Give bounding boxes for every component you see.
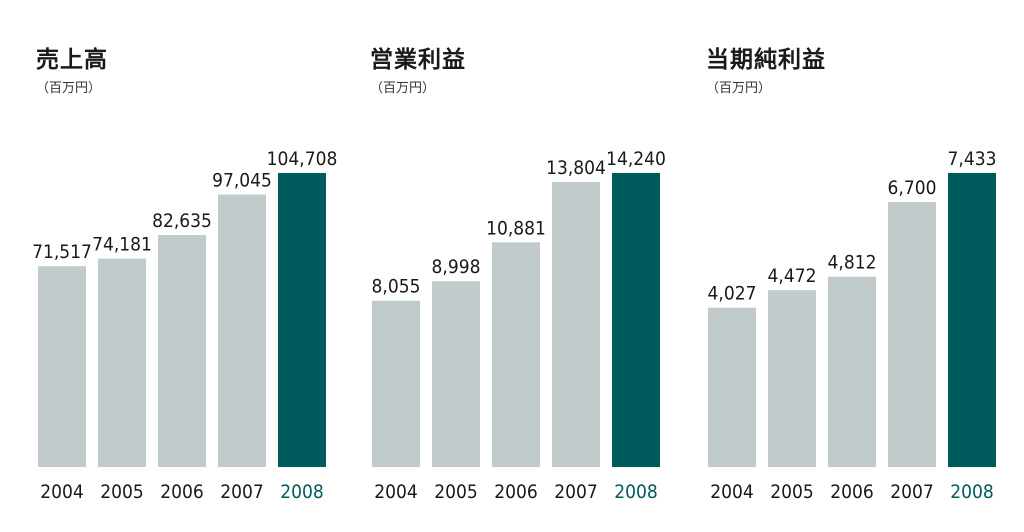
chart-unit: （百万円）: [706, 81, 772, 96]
data-label-2004: 8,055: [372, 276, 421, 298]
bar-2007: [888, 201, 936, 467]
x-tick-label-2006: 2006: [160, 481, 204, 503]
chart-panel-net-income: 当期純利益 （百万円） 4,027 2004 4,472 2005 4,812 2006 6…: [706, 0, 1006, 532]
bar-chart-net-income: 4,027 2004 4,472 2005 4,812 2006 6,700 2007 7,43…: [708, 148, 997, 503]
bar-2008: [948, 173, 996, 467]
data-label-2004: 4,027: [708, 283, 757, 305]
x-tick-label-2005: 2005: [100, 481, 144, 503]
data-label-2006: 10,881: [486, 217, 546, 239]
x-tick-label-2008: 2008: [280, 481, 324, 503]
bar-chart-operating-income: 8,055 2004 8,998 2005 10,881 2006 13,804 2007 14…: [372, 148, 666, 503]
chart-panel-net-sales: 売上高 （百万円） 71,517 2004 74,181 2005 82,635 2006…: [32, 0, 338, 532]
x-tick-label-2004: 2004: [710, 481, 754, 503]
data-label-2007: 13,804: [546, 157, 606, 179]
x-tick-label-2006: 2006: [494, 481, 538, 503]
data-label-2004: 71,517: [32, 241, 92, 263]
x-tick-label-2005: 2005: [770, 481, 814, 503]
bar-2005: [768, 290, 816, 467]
x-tick-label-2004: 2004: [374, 481, 418, 503]
chart-title: 営業利益: [370, 47, 466, 73]
x-tick-label-2004: 2004: [40, 481, 84, 503]
bar-2006: [492, 242, 540, 467]
chart-title: 売上高: [36, 47, 108, 73]
data-label-2007: 97,045: [212, 170, 272, 192]
bar-chart-net-sales: 71,517 2004 74,181 2005 82,635 2006 97,045 2007…: [32, 148, 338, 503]
bar-2007: [552, 182, 600, 467]
x-tick-label-2006: 2006: [830, 481, 874, 503]
data-label-2008: 14,240: [606, 148, 666, 170]
bar-2004: [372, 300, 420, 467]
data-label-2005: 4,472: [768, 265, 817, 287]
data-label-2008: 7,433: [948, 148, 997, 170]
chart-panel-operating-income: 営業利益 （百万円） 8,055 2004 8,998 2005 10,881 2006 1…: [370, 0, 670, 532]
x-tick-label-2008: 2008: [950, 481, 994, 503]
bar-2006: [828, 276, 876, 467]
bar-2007: [218, 194, 266, 467]
x-tick-label-2008: 2008: [614, 481, 658, 503]
data-label-2008: 104,708: [267, 148, 338, 170]
data-label-2007: 6,700: [888, 177, 937, 199]
x-tick-label-2007: 2007: [890, 481, 934, 503]
chart-unit: （百万円）: [370, 81, 436, 96]
bar-2005: [98, 258, 146, 467]
bar-2006: [158, 234, 206, 467]
chart-unit: （百万円）: [36, 81, 102, 96]
x-tick-label-2005: 2005: [434, 481, 478, 503]
bar-2008: [612, 173, 660, 467]
data-label-2005: 8,998: [432, 256, 481, 278]
data-label-2005: 74,181: [92, 234, 152, 256]
bar-2008: [278, 173, 326, 467]
data-label-2006: 82,635: [152, 210, 212, 232]
bar-2004: [38, 266, 86, 467]
data-label-2006: 4,812: [828, 252, 877, 274]
bar-2004: [708, 307, 756, 467]
bar-2005: [432, 281, 480, 467]
x-tick-label-2007: 2007: [554, 481, 598, 503]
chart-title: 当期純利益: [706, 47, 826, 73]
x-tick-label-2007: 2007: [220, 481, 264, 503]
